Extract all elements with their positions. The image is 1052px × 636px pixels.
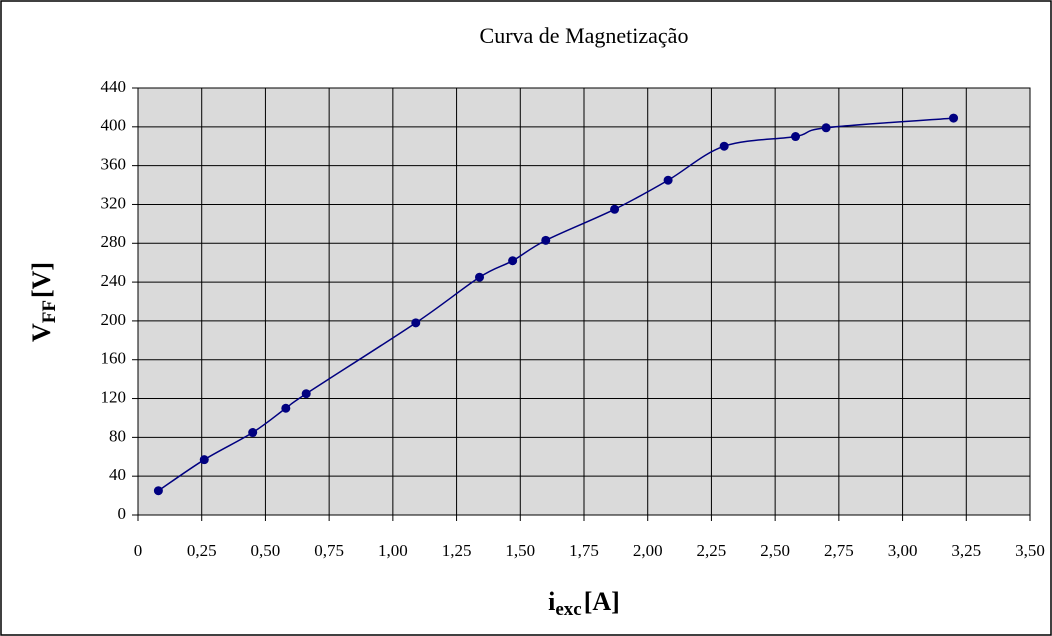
data-point — [475, 272, 485, 282]
y-tick-label: 400 — [101, 116, 127, 135]
x-tick-label: 0,25 — [187, 541, 217, 560]
x-tick-label: 2,25 — [697, 541, 727, 560]
data-point — [508, 256, 518, 266]
x-tick-label: 3,50 — [1015, 541, 1045, 560]
y-tick-label: 280 — [101, 232, 127, 251]
y-tick-label: 160 — [101, 349, 127, 368]
x-label-unit: [A] — [584, 587, 620, 616]
data-point — [663, 175, 673, 185]
data-point — [248, 428, 258, 438]
data-point — [153, 486, 163, 496]
data-point — [791, 132, 801, 142]
x-tick-label: 1,75 — [569, 541, 599, 560]
data-point — [610, 204, 620, 214]
x-tick-label: 1,00 — [378, 541, 408, 560]
data-point — [301, 389, 311, 399]
y-label-main: V — [27, 323, 56, 342]
data-point — [199, 455, 209, 465]
y-tick-label: 0 — [118, 504, 127, 523]
y-tick-label: 40 — [109, 465, 126, 484]
y-tick-label: 120 — [101, 387, 127, 406]
x-tick-label: 1,50 — [505, 541, 535, 560]
x-axis-label: iexc[A] — [548, 587, 620, 620]
x-tick-label: 0 — [134, 541, 143, 560]
data-point — [281, 403, 291, 413]
data-point — [411, 318, 421, 328]
plot-border — [137, 87, 1031, 516]
y-tick-label: 360 — [101, 155, 127, 174]
chart-title: Curva de Magnetização — [480, 23, 689, 48]
x-tick-label: 1,25 — [442, 541, 472, 560]
y-tick-label: 200 — [101, 310, 127, 329]
y-tick-label: 440 — [101, 77, 127, 96]
y-tick-label: 240 — [101, 271, 127, 290]
data-point — [821, 123, 831, 133]
x-label-main: i — [548, 587, 555, 616]
x-tick-label: 2,50 — [760, 541, 790, 560]
y-axis-label: VFF[V] — [27, 262, 60, 342]
x-tick-label: 2,00 — [633, 541, 663, 560]
x-tick-label: 0,75 — [314, 541, 344, 560]
data-point — [541, 235, 551, 245]
data-point — [949, 113, 959, 123]
x-tick-label: 3,25 — [951, 541, 981, 560]
x-label-sub: exc — [555, 599, 581, 620]
y-tick-label: 320 — [101, 193, 127, 212]
y-tick-label: 80 — [109, 426, 126, 445]
x-tick-label: 3,00 — [888, 541, 918, 560]
y-label-sub: FF — [39, 300, 60, 323]
x-tick-label: 2,75 — [824, 541, 854, 560]
data-point — [719, 141, 729, 151]
x-tick-label: 0,50 — [251, 541, 281, 560]
y-label-unit: [V] — [27, 262, 56, 298]
